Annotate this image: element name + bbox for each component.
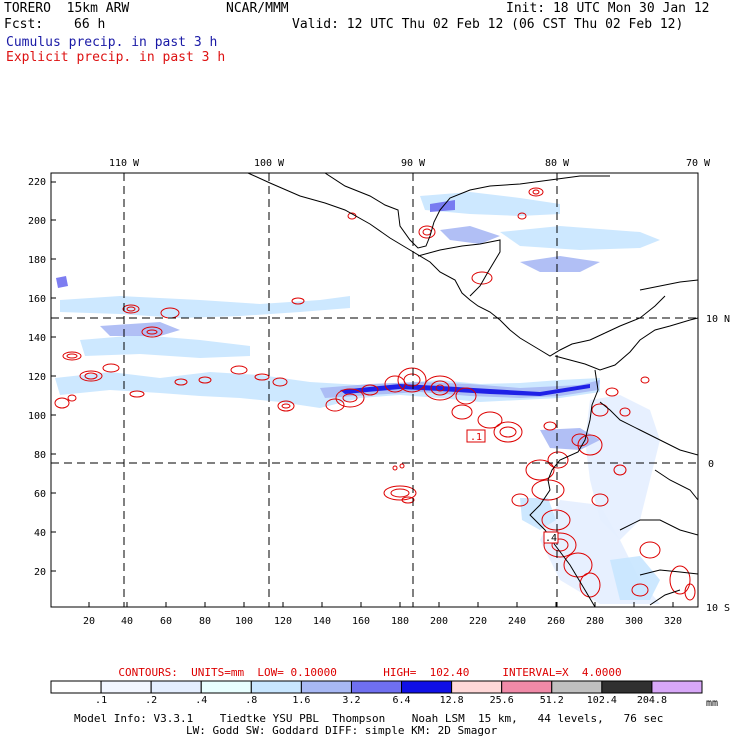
lat-label-10n: 10 N [706,314,730,325]
colorbar-label: 204.8 [637,695,667,706]
colorbar-label: 1.6 [292,695,310,706]
cumulus-field-label: Cumulus precip. in past 3 h [6,35,218,50]
colorbar-label: .4 [195,695,207,706]
colorbar-swatch [551,680,603,694]
y-tick-180: 180 [28,255,46,266]
x-tick-40: 40 [121,616,133,627]
x-tick-320: 320 [664,616,682,627]
colorbar-label: .8 [245,695,257,706]
lon-label-90w: 90 W [401,158,426,169]
y-tick-120: 120 [28,372,46,383]
model-name: TORERO 15km ARW [4,1,130,16]
lat-label-10s: 10 S [706,603,730,614]
x-tick-180: 180 [391,616,409,627]
colorbar-swatch [350,680,403,694]
color-bar [50,680,703,694]
lon-label-110w: 110 W [109,158,140,169]
x-tick-100: 100 [235,616,253,627]
x-tick-300: 300 [625,616,643,627]
colorbar-swatch [501,680,553,694]
point-marker-2 [543,531,559,544]
y-tick-200: 200 [28,216,46,227]
forecast-label: Fcst: [4,17,44,32]
y-tick-160: 160 [28,294,46,305]
lon-label-70w: 70 W [686,158,711,169]
colorbar-swatch [150,680,202,694]
colorbar-swatch [601,680,653,694]
x-tick-280: 280 [586,616,604,627]
x-tick-220: 220 [469,616,487,627]
model-info-line1: Model Info: V3.3.1 Tiedtke YSU PBL Thomp… [74,712,664,725]
lon-label-80w: 80 W [545,158,570,169]
x-tick-240: 240 [508,616,526,627]
point-label-2: .4 [545,533,557,544]
graticule [51,173,698,607]
contours-info: CONTOURS: UNITS=mm LOW= 0.10000 HIGH= 10… [118,666,622,679]
colorbar-swatch [250,680,302,694]
valid-time: Valid: 12 UTC Thu 02 Feb 12 (06 CST Thu … [292,17,684,32]
y-tick-20: 20 [34,567,46,578]
colorbar-label: 51.2 [540,695,564,706]
cumulus-precip-areas [55,192,660,604]
colorbar-label: 6.4 [393,695,411,706]
colorbar-label: 102.4 [587,695,617,706]
y-tick-220: 220 [28,177,46,188]
x-tick-200: 200 [430,616,448,627]
colorbar-label: 3.2 [342,695,360,706]
x-tick-260: 260 [547,616,565,627]
organization: NCAR/MMM [226,1,289,16]
x-tick-20: 20 [83,616,95,627]
point-marker-1 [466,429,486,443]
y-tick-100: 100 [28,411,46,422]
x-tick-160: 160 [352,616,370,627]
point-label-1: .1 [470,432,482,443]
colorbar-label: .1 [95,695,107,706]
colorbar-swatch [651,680,703,694]
colorbar-swatch [100,680,152,694]
colorbar-unit: mm [706,698,718,709]
explicit-precip-contours [54,187,696,601]
init-time: Init: 18 UTC Mon 30 Jan 12 [506,1,710,16]
model-info-line2: LW: Godd SW: Goddard DIFF: simple KM: 2D… [186,724,498,737]
colorbar-swatch [300,680,352,694]
x-tick-60: 60 [160,616,172,627]
lon-label-100w: 100 W [254,158,285,169]
x-tick-120: 120 [274,616,292,627]
forecast-hour: 66 h [74,17,106,32]
lat-label-0: 0 [708,459,714,470]
colorbar-swatch [451,680,503,694]
x-tick-140: 140 [313,616,331,627]
colorbar-swatch [401,680,453,694]
colorbar-label: .2 [145,695,157,706]
y-tick-60: 60 [34,489,46,500]
x-tick-80: 80 [199,616,211,627]
colorbar-label: 12.8 [440,695,464,706]
explicit-field-label: Explicit precip. in past 3 h [6,50,226,65]
colorbar-swatch [50,680,102,694]
colorbar-label: 25.6 [490,695,514,706]
y-tick-140: 140 [28,333,46,344]
y-tick-80: 80 [34,450,46,461]
colorbar-swatch [200,680,252,694]
y-tick-40: 40 [34,528,46,539]
